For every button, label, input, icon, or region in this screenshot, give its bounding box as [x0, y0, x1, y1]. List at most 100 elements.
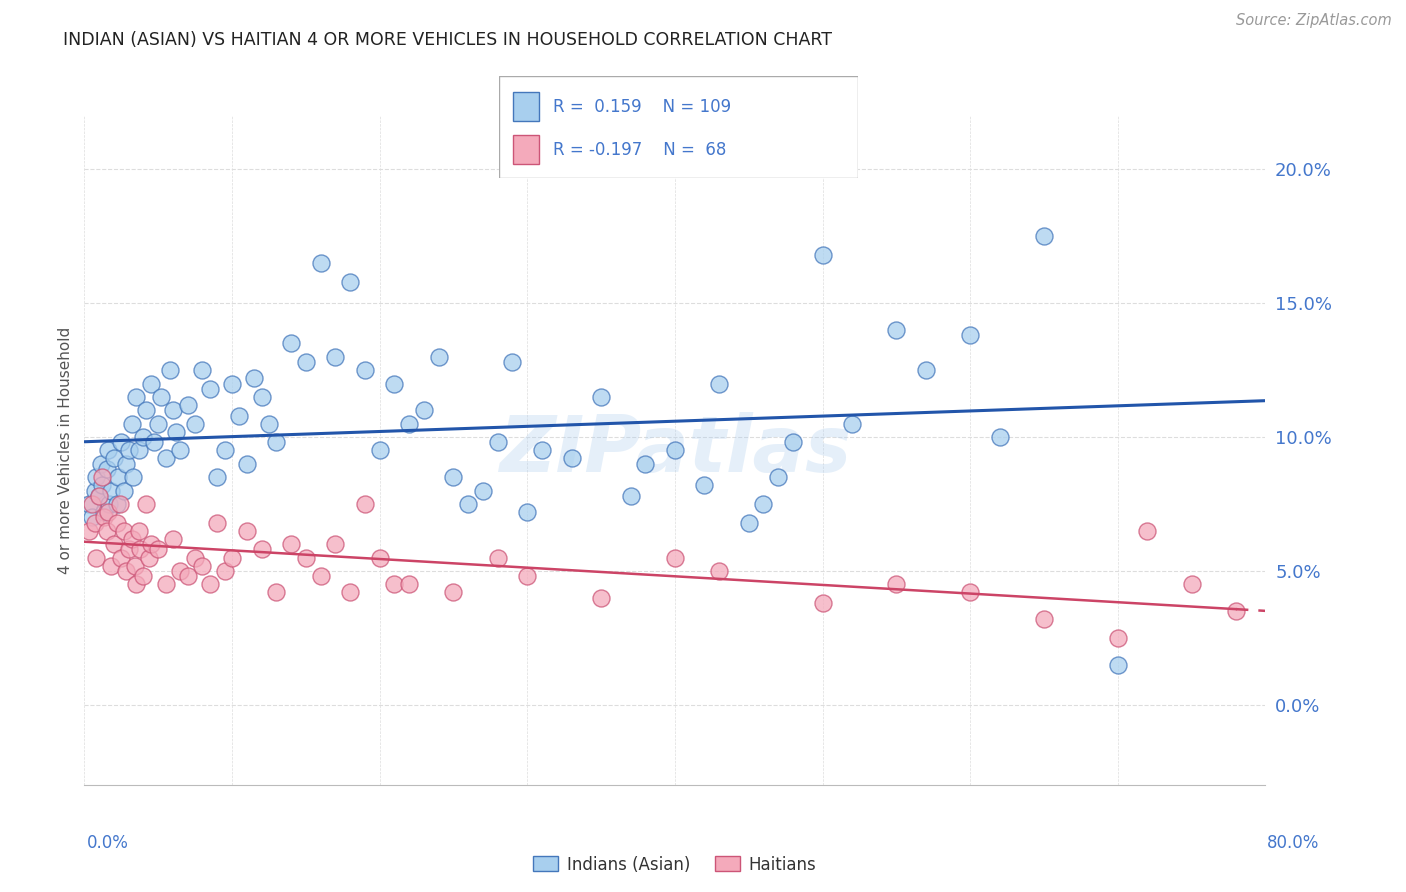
Point: [264, 585, 288, 599]
Point: [221, 550, 243, 565]
Point: [228, 409, 250, 423]
Point: [118, 443, 141, 458]
Point: [121, 417, 143, 431]
Point: [155, 577, 177, 591]
Point: [257, 417, 280, 431]
Point: [486, 550, 509, 565]
Point: [221, 376, 243, 391]
Point: [139, 537, 162, 551]
Point: [368, 443, 391, 458]
Point: [97, 443, 120, 458]
Point: [91, 470, 114, 484]
Point: [280, 336, 302, 351]
Point: [169, 564, 191, 578]
Point: [634, 457, 657, 471]
Legend: Indians (Asian), Haitians: Indians (Asian), Haitians: [527, 849, 823, 880]
Point: [309, 256, 332, 270]
Text: INDIAN (ASIAN) VS HAITIAN 4 OR MORE VEHICLES IN HOUSEHOLD CORRELATION CHART: INDIAN (ASIAN) VS HAITIAN 4 OR MORE VEHI…: [63, 31, 832, 49]
Point: [591, 390, 613, 404]
Point: [128, 524, 150, 538]
Point: [841, 417, 863, 431]
Point: [413, 403, 436, 417]
Text: Source: ZipAtlas.com: Source: ZipAtlas.com: [1236, 13, 1392, 29]
Point: [96, 462, 118, 476]
Point: [1107, 657, 1129, 672]
Y-axis label: 4 or more Vehicles in Household: 4 or more Vehicles in Household: [58, 326, 73, 574]
Point: [148, 417, 170, 431]
Point: [191, 558, 214, 573]
Point: [105, 516, 128, 530]
Point: [162, 532, 184, 546]
Point: [398, 417, 420, 431]
Point: [309, 569, 332, 583]
Point: [97, 505, 120, 519]
Point: [84, 550, 107, 565]
Point: [1032, 229, 1054, 244]
Point: [80, 510, 103, 524]
Point: [108, 497, 131, 511]
Point: [1032, 612, 1054, 626]
Point: [752, 497, 775, 511]
Point: [560, 451, 583, 466]
Point: [664, 443, 686, 458]
Point: [959, 585, 981, 599]
Point: [177, 569, 200, 583]
Point: [811, 596, 834, 610]
Point: [135, 497, 157, 511]
Point: [105, 497, 128, 511]
Point: [129, 542, 152, 557]
Point: [87, 489, 111, 503]
Text: R =  0.159    N = 109: R = 0.159 N = 109: [553, 97, 731, 116]
Point: [84, 470, 107, 484]
Point: [323, 350, 347, 364]
Point: [132, 430, 155, 444]
Point: [323, 537, 347, 551]
Point: [1225, 604, 1247, 618]
Point: [664, 550, 686, 565]
Point: [235, 524, 259, 538]
Point: [93, 510, 115, 524]
Point: [619, 489, 641, 503]
Point: [135, 403, 157, 417]
Point: [124, 558, 146, 573]
Point: [83, 483, 105, 498]
Point: [382, 577, 406, 591]
Point: [250, 390, 273, 404]
Point: [103, 537, 125, 551]
Point: [516, 569, 538, 583]
Point: [886, 323, 908, 337]
Point: [77, 524, 100, 538]
Point: [591, 591, 613, 605]
Point: [128, 443, 150, 458]
Point: [516, 505, 538, 519]
Point: [114, 564, 136, 578]
Point: [709, 564, 731, 578]
Point: [1180, 577, 1202, 591]
Point: [198, 577, 221, 591]
Point: [91, 478, 114, 492]
Point: [100, 558, 122, 573]
Point: [80, 497, 103, 511]
Point: [107, 470, 129, 484]
Point: [811, 248, 834, 262]
Point: [77, 497, 100, 511]
Point: [457, 497, 479, 511]
Text: R = -0.197    N =  68: R = -0.197 N = 68: [553, 141, 727, 159]
Point: [90, 457, 112, 471]
Point: [243, 371, 266, 385]
Point: [501, 355, 523, 369]
Point: [205, 516, 228, 530]
Point: [959, 328, 981, 343]
Point: [93, 505, 115, 519]
Point: [782, 435, 804, 450]
Point: [112, 524, 135, 538]
Point: [205, 470, 228, 484]
Point: [121, 532, 143, 546]
Point: [155, 451, 177, 466]
Point: [112, 483, 135, 498]
Point: [110, 435, 132, 450]
Point: [915, 363, 938, 377]
Point: [427, 350, 450, 364]
Point: [83, 516, 105, 530]
Text: 0.0%: 0.0%: [87, 834, 129, 852]
